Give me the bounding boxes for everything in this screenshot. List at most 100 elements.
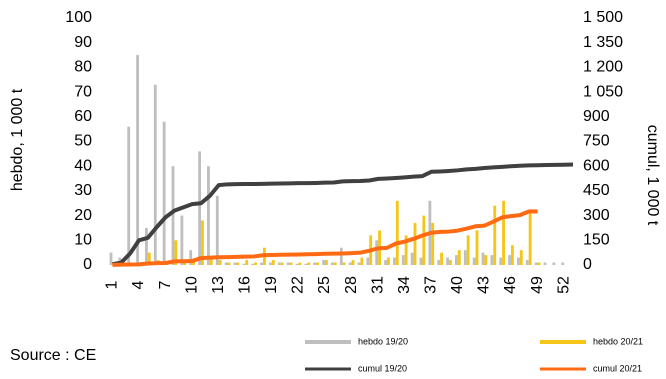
- y2-tick-label: 600: [583, 157, 610, 174]
- x-tick-label: 40: [449, 276, 466, 294]
- bar: [502, 200, 505, 265]
- bar: [227, 262, 231, 265]
- x-tick-label: 16: [237, 276, 254, 294]
- bar: [393, 257, 396, 265]
- bar: [277, 262, 281, 265]
- y2-tick-label: 0: [583, 256, 592, 273]
- x-tick-label: 4: [130, 280, 147, 289]
- x-tick-label: 19: [263, 276, 280, 294]
- bar: [422, 215, 426, 265]
- bar: [395, 200, 399, 265]
- bar: [342, 262, 346, 265]
- bar: [552, 262, 556, 265]
- bar: [313, 262, 317, 265]
- x-tick-label: 46: [502, 276, 519, 294]
- bar: [295, 263, 299, 265]
- bar: [147, 252, 151, 265]
- bar: [271, 260, 275, 265]
- bar: [466, 235, 470, 265]
- bar: [192, 262, 195, 265]
- bar: [484, 255, 488, 265]
- bar: [517, 257, 520, 265]
- bar: [189, 250, 193, 265]
- bar: [289, 262, 293, 265]
- bar: [171, 166, 175, 265]
- bar: [404, 235, 408, 265]
- bar: [493, 205, 497, 265]
- y-tick-label: 50: [74, 133, 92, 150]
- bar: [251, 263, 255, 265]
- x-tick-label: 22: [290, 276, 307, 294]
- bar: [233, 262, 237, 265]
- bar: [387, 257, 390, 265]
- bar: [331, 262, 334, 265]
- bar: [351, 260, 355, 265]
- x-tick-label: 28: [343, 276, 360, 294]
- bar: [280, 262, 284, 265]
- bar: [201, 220, 204, 265]
- bar: [511, 245, 514, 265]
- x-tick-label: 37: [423, 276, 440, 294]
- y-tick-label: 20: [74, 207, 92, 224]
- legend-label: cumul 20/21: [593, 363, 642, 373]
- bar: [236, 262, 240, 265]
- y-tick-label: 100: [65, 9, 92, 26]
- y-tick-label: 10: [74, 232, 92, 249]
- bar: [145, 227, 148, 265]
- bar: [431, 223, 435, 265]
- source: Source : CE: [10, 347, 96, 364]
- bar: [401, 255, 405, 265]
- bar: [316, 262, 319, 265]
- bar: [419, 257, 423, 265]
- bar: [543, 262, 547, 265]
- x-tick-label: 13: [210, 276, 227, 294]
- y2-axis-label: cumul, 1 000 t: [644, 125, 661, 226]
- y-tick-label: 30: [74, 182, 92, 199]
- bar: [254, 262, 257, 265]
- bar: [198, 151, 201, 265]
- y-axis-label: hebdo, 1 000 t: [9, 88, 26, 191]
- y2-tick-label: 900: [583, 108, 610, 125]
- legend-label: hebdo 19/20: [358, 336, 408, 346]
- line: [112, 162, 574, 267]
- bar: [245, 260, 249, 265]
- bar: [519, 250, 523, 265]
- y2-tick-label: 750: [583, 133, 610, 150]
- bar: [472, 257, 476, 265]
- bar: [410, 252, 414, 265]
- bar: [534, 262, 538, 265]
- y2-tick-label: 300: [583, 207, 610, 224]
- bar: [525, 260, 529, 265]
- bar: [384, 260, 387, 265]
- bar: [322, 260, 325, 265]
- bar: [375, 240, 379, 265]
- bar: [224, 262, 228, 265]
- bar: [449, 260, 452, 265]
- bar: [440, 252, 443, 265]
- bar: [457, 250, 461, 265]
- bar: [490, 255, 494, 265]
- bar: [475, 230, 479, 265]
- bar: [207, 166, 210, 265]
- bar: [413, 223, 417, 265]
- bar: [180, 215, 184, 265]
- bar: [174, 240, 178, 265]
- bar: [286, 262, 290, 265]
- bar: [463, 250, 467, 265]
- bar: [127, 126, 131, 266]
- bar: [366, 257, 370, 265]
- x-tick-label: 7: [157, 280, 174, 289]
- bar: [499, 257, 503, 265]
- x-tick-label: 49: [529, 276, 546, 294]
- x-tick-label: 31: [369, 276, 386, 294]
- bar: [269, 262, 272, 265]
- bar: [357, 262, 361, 265]
- bar: [325, 260, 328, 265]
- bar: [136, 55, 139, 265]
- bar: [304, 263, 308, 265]
- y2-tick-label: 1 350: [583, 34, 623, 51]
- y-tick-label: 0: [83, 256, 92, 273]
- x-tick-label: 34: [396, 276, 413, 294]
- line: [112, 209, 538, 267]
- y-tick-label: 90: [74, 34, 92, 51]
